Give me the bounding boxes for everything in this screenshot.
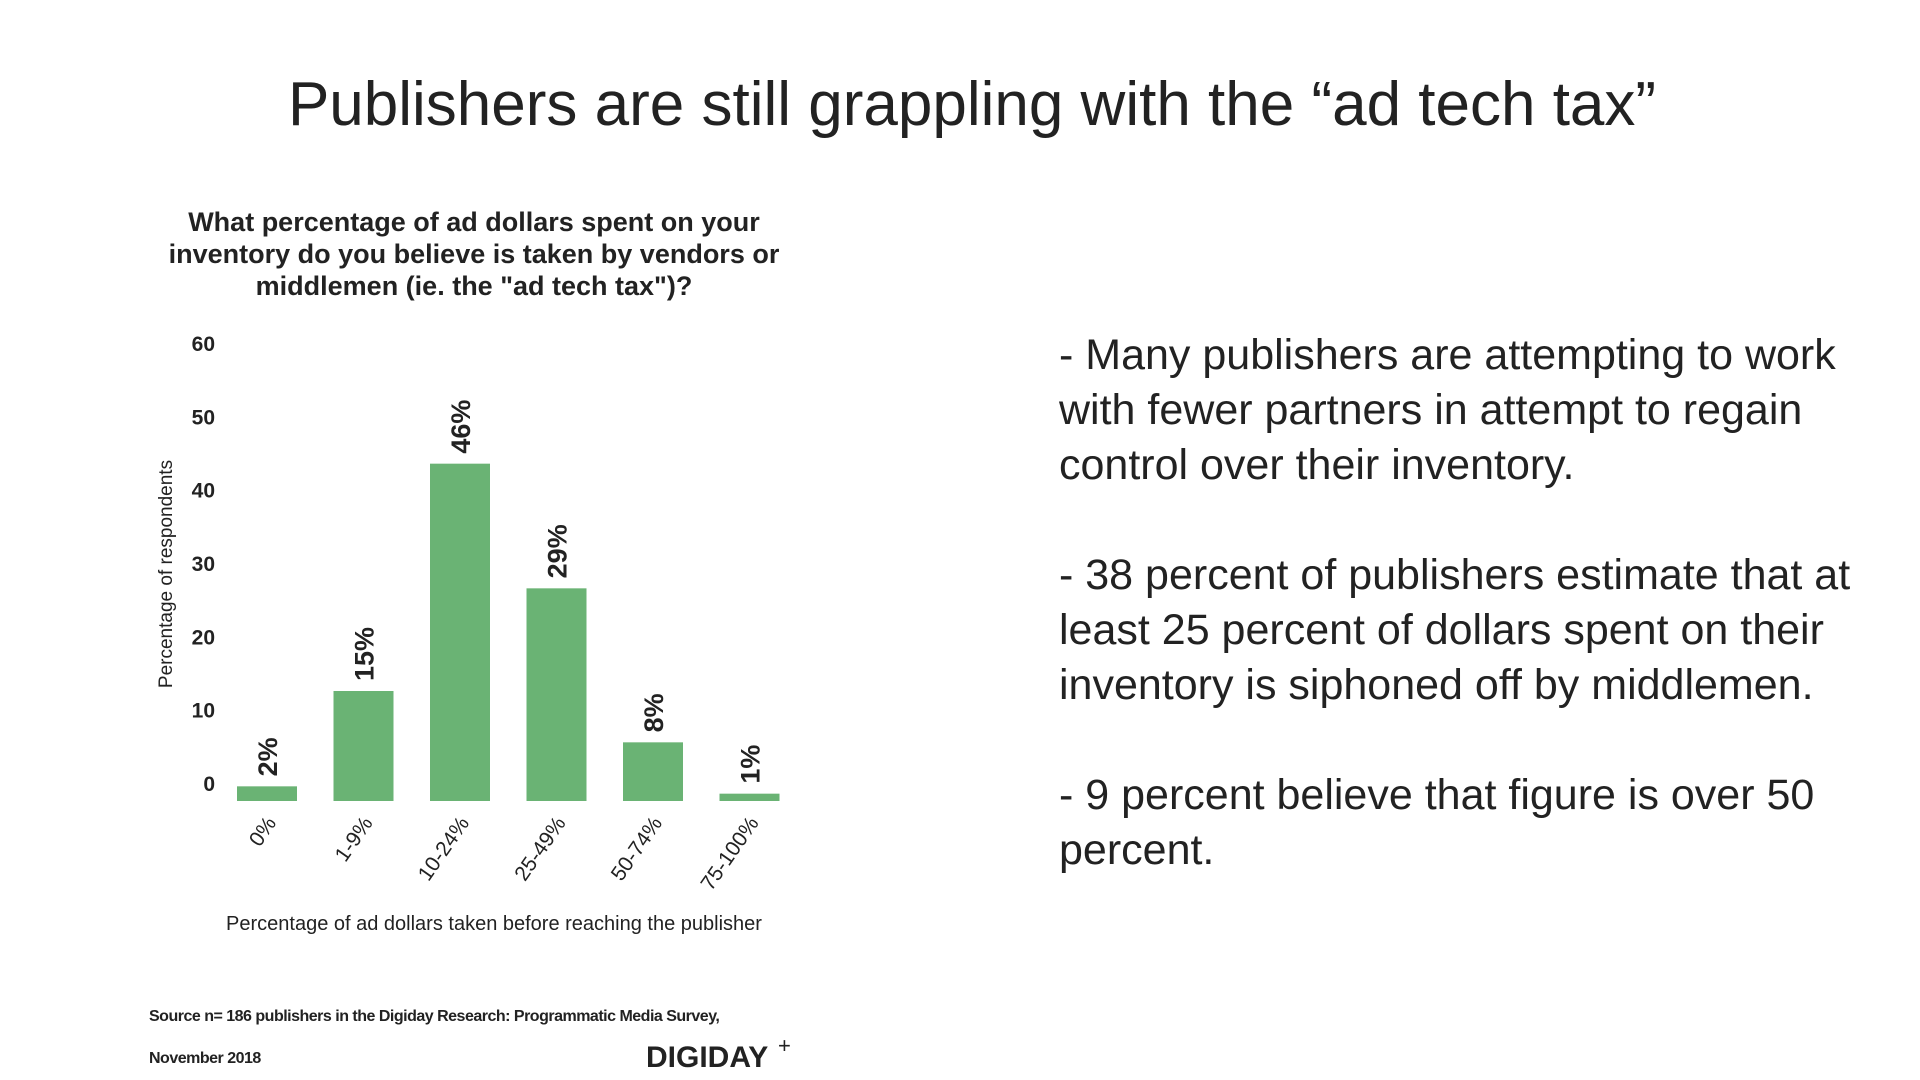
chart-title: inventory do you believe is taken by ven…: [169, 239, 780, 269]
logo: DIGIDAY: [646, 1041, 768, 1074]
bar: [623, 742, 683, 801]
bullet: - Many publishers are attempting to work…: [1059, 331, 1836, 489]
bar: [333, 691, 394, 801]
x-tick-label: 75-100%: [697, 813, 764, 895]
y-tick-label: 20: [192, 626, 215, 649]
y-tick-label: 10: [192, 700, 215, 723]
value-label: 46%: [446, 400, 476, 454]
logo-plus: +: [778, 1033, 791, 1058]
value-label: 29%: [543, 524, 573, 578]
chart-title: middlemen (ie. the "ad tech tax")?: [256, 271, 693, 301]
y-tick-label: 50: [192, 406, 215, 429]
x-tick-label: 50-74%: [607, 813, 667, 885]
x-tick-label: 1-9%: [331, 813, 378, 866]
bar: [237, 786, 297, 801]
value-label: 2%: [253, 737, 283, 776]
y-tick-label: 40: [192, 480, 215, 503]
value-label: 1%: [736, 745, 766, 784]
source-note: Source n= 186 publishers in the Digiday …: [149, 1008, 719, 1025]
bullet: - 9 percent believe that figure is over …: [1059, 771, 1815, 874]
bar: [430, 463, 490, 801]
y-axis-label: Percentage of respondents: [156, 460, 177, 688]
bullet: - 38 percent of publishers estimate that…: [1059, 551, 1851, 709]
bullet-list: - Many publishers are attempting to work…: [1059, 328, 1889, 933]
bar: [719, 793, 780, 801]
value-label: 15%: [350, 627, 380, 681]
chart-title: What percentage of ad dollars spent on y…: [188, 207, 760, 237]
x-axis-label: Percentage of ad dollars taken before re…: [226, 913, 762, 935]
y-tick-label: 60: [192, 333, 215, 356]
bar: [526, 588, 587, 801]
slide-title: Publishers are still grappling with the …: [288, 70, 1656, 139]
y-tick-label: 0: [203, 773, 215, 796]
source-note: November 2018: [149, 1050, 261, 1067]
x-tick-label: 10-24%: [414, 813, 474, 885]
value-label: 8%: [639, 693, 669, 732]
x-tick-label: 25-49%: [510, 813, 570, 885]
y-tick-label: 30: [192, 553, 215, 576]
x-tick-label: 0%: [245, 813, 281, 851]
